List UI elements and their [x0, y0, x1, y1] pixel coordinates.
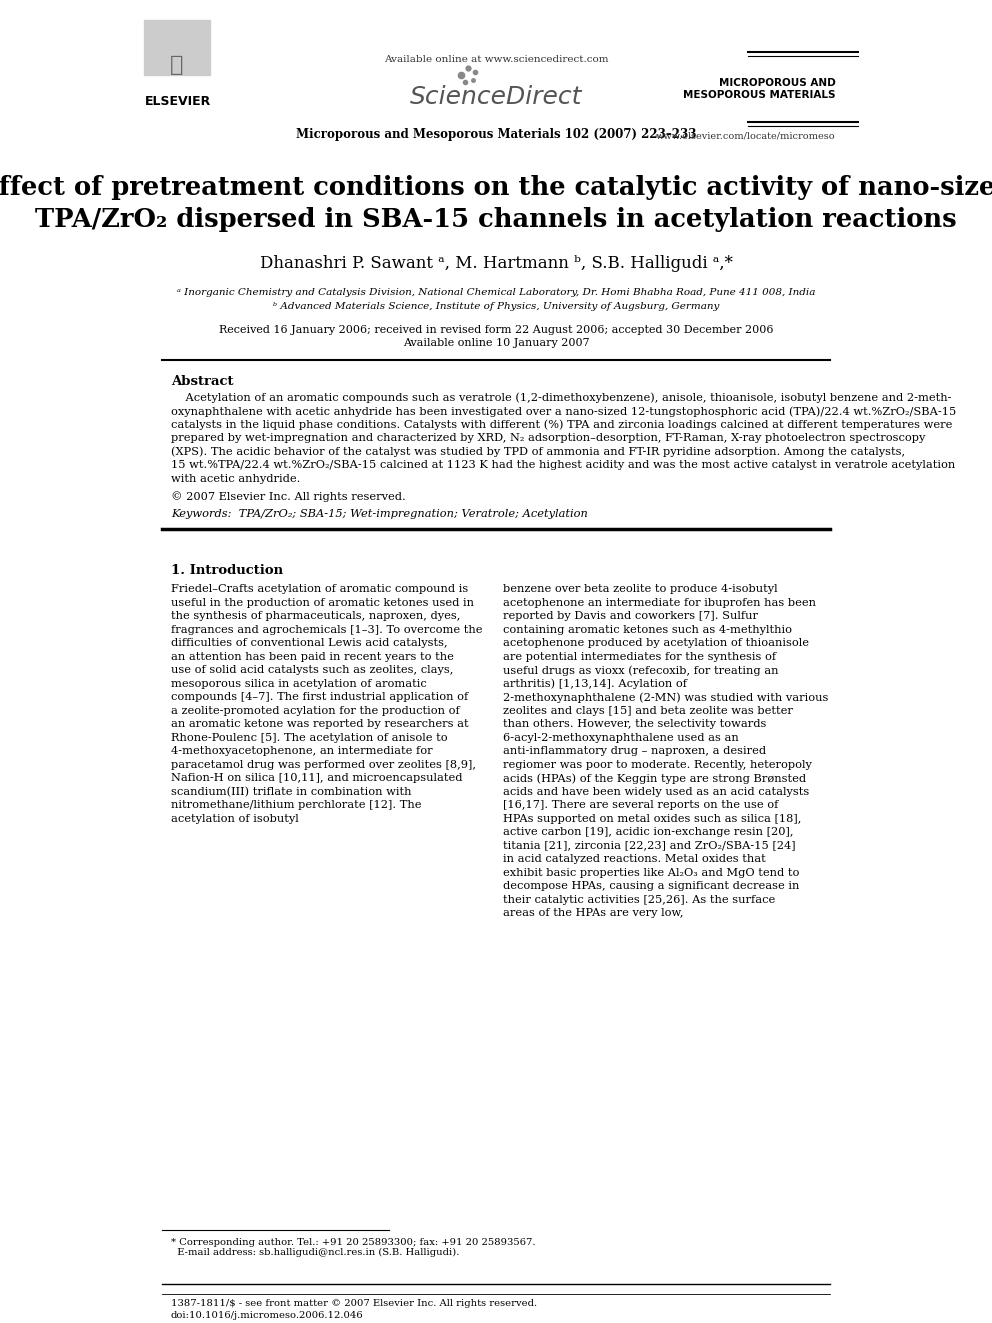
Text: Available online 10 January 2007: Available online 10 January 2007 — [403, 337, 589, 348]
Text: titania [21], zirconia [22,23] and ZrO₂/SBA-15 [24]: titania [21], zirconia [22,23] and ZrO₂/… — [503, 840, 796, 851]
Text: useful drugs as vioxx (refecoxib, for treating an: useful drugs as vioxx (refecoxib, for tr… — [503, 665, 779, 676]
Text: [16,17]. There are several reports on the use of: [16,17]. There are several reports on th… — [503, 800, 779, 810]
Text: regiomer was poor to moderate. Recently, heteropoly: regiomer was poor to moderate. Recently,… — [503, 759, 812, 770]
Text: 1387-1811/$ - see front matter © 2007 Elsevier Inc. All rights reserved.: 1387-1811/$ - see front matter © 2007 El… — [171, 1299, 537, 1308]
Text: 1. Introduction: 1. Introduction — [171, 565, 283, 577]
Text: the synthesis of pharmaceuticals, naproxen, dyes,: the synthesis of pharmaceuticals, naprox… — [171, 611, 460, 622]
Text: acids (HPAs) of the Keggin type are strong Brønsted: acids (HPAs) of the Keggin type are stro… — [503, 773, 806, 783]
Text: Effect of pretreatment conditions on the catalytic activity of nano-sized: Effect of pretreatment conditions on the… — [0, 175, 992, 200]
Text: www.elsevier.com/locate/micromeso: www.elsevier.com/locate/micromeso — [656, 132, 836, 142]
Text: anti-inflammatory drug – naproxen, a desired: anti-inflammatory drug – naproxen, a des… — [503, 746, 767, 757]
Text: (XPS). The acidic behavior of the catalyst was studied by TPD of ammonia and FT-: (XPS). The acidic behavior of the cataly… — [171, 447, 905, 458]
Text: Microporous and Mesoporous Materials 102 (2007) 223–233: Microporous and Mesoporous Materials 102… — [296, 128, 696, 142]
Text: HPAs supported on metal oxides such as silica [18],: HPAs supported on metal oxides such as s… — [503, 814, 802, 824]
Text: exhibit basic properties like Al₂O₃ and MgO tend to: exhibit basic properties like Al₂O₃ and … — [503, 868, 800, 877]
Text: benzene over beta zeolite to produce 4-isobutyl: benzene over beta zeolite to produce 4-i… — [503, 585, 778, 594]
Text: containing aromatic ketones such as 4-methylthio: containing aromatic ketones such as 4-me… — [503, 624, 793, 635]
Text: catalysts in the liquid phase conditions. Catalysts with different (%) TPA and z: catalysts in the liquid phase conditions… — [171, 419, 952, 430]
Text: Acetylation of an aromatic compounds such as veratrole (1,2-dimethoxybenzene), a: Acetylation of an aromatic compounds suc… — [171, 393, 951, 404]
Text: © 2007 Elsevier Inc. All rights reserved.: © 2007 Elsevier Inc. All rights reserved… — [171, 491, 406, 503]
Text: areas of the HPAs are very low,: areas of the HPAs are very low, — [503, 908, 683, 918]
Text: arthritis) [1,13,14]. Acylation of: arthritis) [1,13,14]. Acylation of — [503, 679, 687, 689]
Text: acetophenone produced by acetylation of thioanisole: acetophenone produced by acetylation of … — [503, 638, 809, 648]
Text: nitromethane/lithium perchlorate [12]. The: nitromethane/lithium perchlorate [12]. T… — [171, 800, 422, 810]
Text: * Corresponding author. Tel.: +91 20 25893300; fax: +91 20 25893567.
  E-mail ad: * Corresponding author. Tel.: +91 20 258… — [171, 1237, 536, 1257]
Text: in acid catalyzed reactions. Metal oxides that: in acid catalyzed reactions. Metal oxide… — [503, 855, 766, 864]
Text: active carbon [19], acidic ion-exchange resin [20],: active carbon [19], acidic ion-exchange … — [503, 827, 794, 837]
Text: TPA/ZrO₂ dispersed in SBA-15 channels in acetylation reactions: TPA/ZrO₂ dispersed in SBA-15 channels in… — [35, 206, 957, 232]
Text: than others. However, the selectivity towards: than others. However, the selectivity to… — [503, 720, 767, 729]
Text: mesoporous silica in acetylation of aromatic: mesoporous silica in acetylation of arom… — [171, 679, 427, 689]
Text: ScienceDirect: ScienceDirect — [410, 85, 582, 108]
Text: doi:10.1016/j.micromeso.2006.12.046: doi:10.1016/j.micromeso.2006.12.046 — [171, 1311, 363, 1320]
Text: scandium(III) triflate in combination with: scandium(III) triflate in combination wi… — [171, 787, 412, 796]
Text: their catalytic activities [25,26]. As the surface: their catalytic activities [25,26]. As t… — [503, 894, 776, 905]
Text: useful in the production of aromatic ketones used in: useful in the production of aromatic ket… — [171, 598, 474, 607]
Bar — [144, 20, 209, 75]
Text: fragrances and agrochemicals [1–3]. To overcome the: fragrances and agrochemicals [1–3]. To o… — [171, 624, 482, 635]
Text: 2-methoxynaphthalene (2-MN) was studied with various: 2-methoxynaphthalene (2-MN) was studied … — [503, 692, 828, 703]
Text: Friedel–Crafts acetylation of aromatic compound is: Friedel–Crafts acetylation of aromatic c… — [171, 585, 468, 594]
Text: 4-methoxyacetophenone, an intermediate for: 4-methoxyacetophenone, an intermediate f… — [171, 746, 433, 757]
Text: 🌳: 🌳 — [170, 56, 184, 75]
Text: zeolites and clays [15] and beta zeolite was better: zeolites and clays [15] and beta zeolite… — [503, 705, 794, 716]
Text: are potential intermediates for the synthesis of: are potential intermediates for the synt… — [503, 652, 777, 662]
Text: an attention has been paid in recent years to the: an attention has been paid in recent yea… — [171, 652, 453, 662]
Text: paracetamol drug was performed over zeolites [8,9],: paracetamol drug was performed over zeol… — [171, 759, 476, 770]
Text: Available online at www.sciencedirect.com: Available online at www.sciencedirect.co… — [384, 56, 608, 64]
Text: Abstract: Abstract — [171, 374, 233, 388]
Text: acetylation of isobutyl: acetylation of isobutyl — [171, 814, 299, 824]
Text: decompose HPAs, causing a significant decrease in: decompose HPAs, causing a significant de… — [503, 881, 800, 892]
Text: use of solid acid catalysts such as zeolites, clays,: use of solid acid catalysts such as zeol… — [171, 665, 453, 675]
Text: difficulties of conventional Lewis acid catalysts,: difficulties of conventional Lewis acid … — [171, 638, 447, 648]
Text: ᵇ Advanced Materials Science, Institute of Physics, University of Augsburg, Germ: ᵇ Advanced Materials Science, Institute … — [273, 302, 719, 311]
Text: 15 wt.%TPA/22.4 wt.%ZrO₂/SBA-15 calcined at 1123 K had the highest acidity and w: 15 wt.%TPA/22.4 wt.%ZrO₂/SBA-15 calcined… — [171, 460, 955, 470]
Text: an aromatic ketone was reported by researchers at: an aromatic ketone was reported by resea… — [171, 720, 468, 729]
Text: Nafion-H on silica [10,11], and microencapsulated: Nafion-H on silica [10,11], and microenc… — [171, 773, 462, 783]
Text: ᵃ Inorganic Chemistry and Catalysis Division, National Chemical Laboratory, Dr. : ᵃ Inorganic Chemistry and Catalysis Divi… — [177, 288, 815, 296]
Text: Keywords:  TPA/ZrO₂; SBA-15; Wet-impregnation; Veratrole; Acetylation: Keywords: TPA/ZrO₂; SBA-15; Wet-impregna… — [171, 509, 587, 520]
Text: Rhone-Poulenc [5]. The acetylation of anisole to: Rhone-Poulenc [5]. The acetylation of an… — [171, 733, 447, 742]
Text: Received 16 January 2006; received in revised form 22 August 2006; accepted 30 D: Received 16 January 2006; received in re… — [219, 325, 773, 335]
Text: compounds [4–7]. The first industrial application of: compounds [4–7]. The first industrial ap… — [171, 692, 468, 703]
Text: 6-acyl-2-methoxynaphthalene used as an: 6-acyl-2-methoxynaphthalene used as an — [503, 733, 739, 742]
Text: MICROPOROUS AND
MESOPOROUS MATERIALS: MICROPOROUS AND MESOPOROUS MATERIALS — [683, 78, 836, 99]
Text: a zeolite-promoted acylation for the production of: a zeolite-promoted acylation for the pro… — [171, 705, 459, 716]
Text: Dhanashri P. Sawant ᵃ, M. Hartmann ᵇ, S.B. Halligudi ᵃ,*: Dhanashri P. Sawant ᵃ, M. Hartmann ᵇ, S.… — [260, 255, 732, 273]
Text: acetophenone an intermediate for ibuprofen has been: acetophenone an intermediate for ibuprof… — [503, 598, 816, 607]
Text: with acetic anhydride.: with acetic anhydride. — [171, 474, 301, 484]
Text: prepared by wet-impregnation and characterized by XRD, N₂ adsorption–desorption,: prepared by wet-impregnation and charact… — [171, 434, 926, 443]
Text: oxynaphthalene with acetic anhydride has been investigated over a nano-sized 12-: oxynaphthalene with acetic anhydride has… — [171, 406, 956, 417]
Text: ELSEVIER: ELSEVIER — [145, 95, 211, 108]
Text: reported by Davis and coworkers [7]. Sulfur: reported by Davis and coworkers [7]. Sul… — [503, 611, 758, 622]
Text: acids and have been widely used as an acid catalysts: acids and have been widely used as an ac… — [503, 787, 809, 796]
